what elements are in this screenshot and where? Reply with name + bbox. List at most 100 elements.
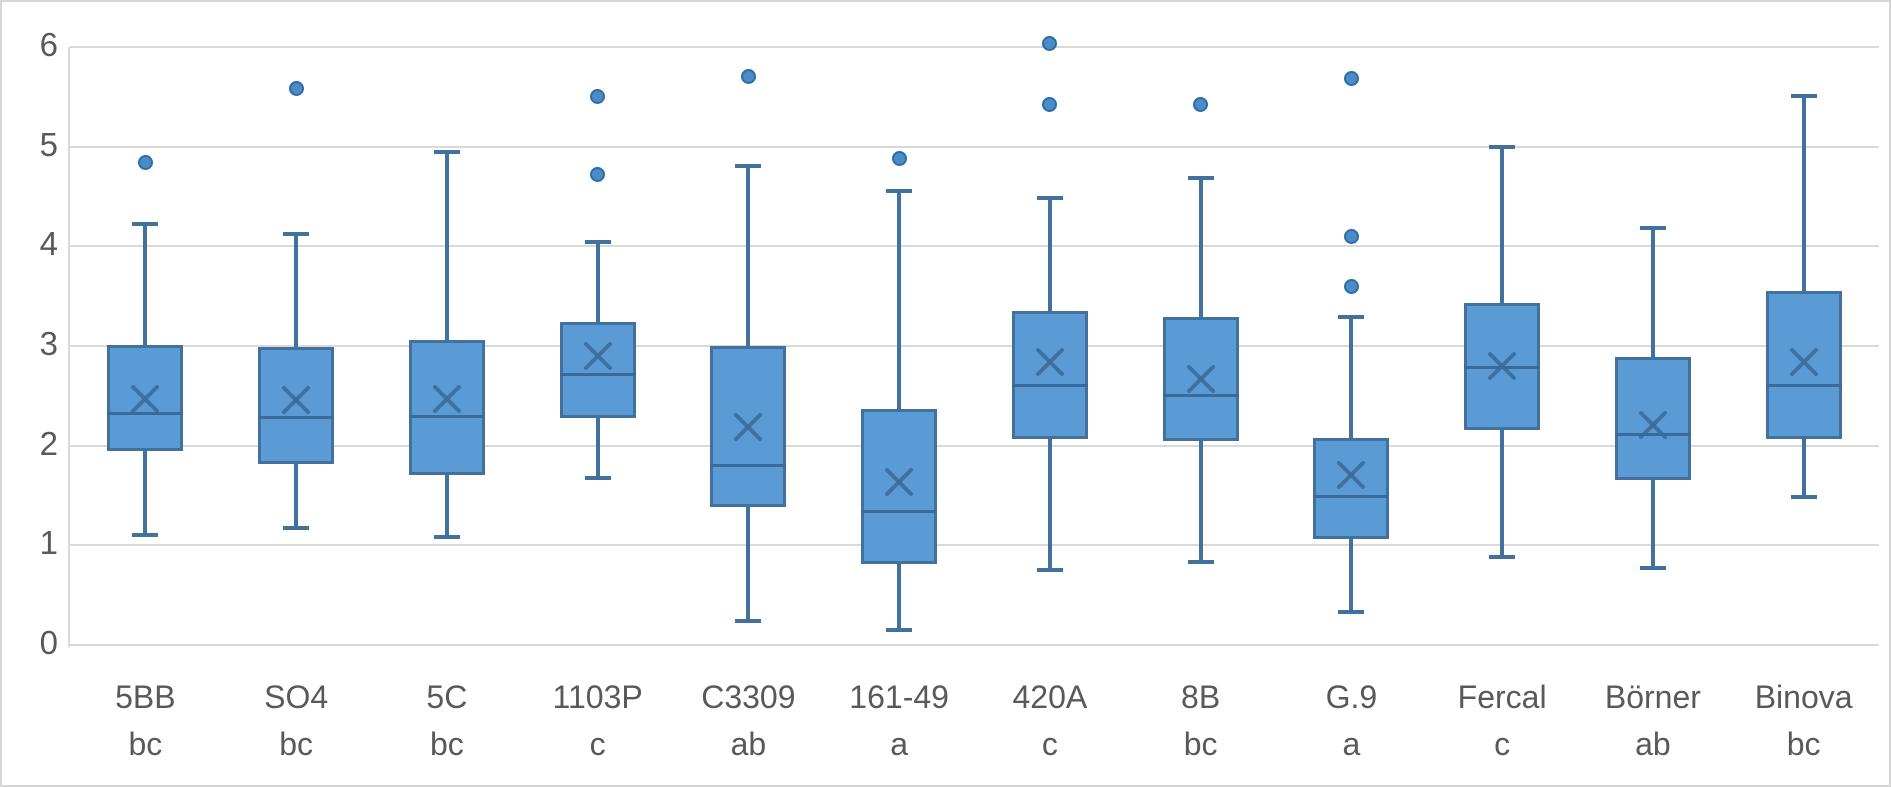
iqr-box-G.9[interactable] <box>1313 437 1390 540</box>
category-label-Binova: Binova bc <box>1728 674 1879 768</box>
upper-whisker-5BB[interactable] <box>143 224 148 345</box>
upper-whisker-cap-Börner[interactable] <box>1639 226 1666 231</box>
lower-whisker-cap-5BB[interactable] <box>132 533 159 538</box>
median-line-161-49[interactable] <box>861 509 938 513</box>
lower-whisker-5C[interactable] <box>444 474 449 538</box>
upper-whisker-cap-5BB[interactable] <box>132 222 159 227</box>
upper-whisker-cap-Fercal[interactable] <box>1489 144 1516 149</box>
outlier-point-G.9-0[interactable] <box>1343 71 1359 87</box>
upper-whisker-Börner[interactable] <box>1650 228 1655 357</box>
category-label-1103P: 1103P c <box>522 674 673 768</box>
median-line-5C[interactable] <box>408 415 485 419</box>
upper-whisker-cap-5C[interactable] <box>433 150 460 155</box>
upper-whisker-cap-420A[interactable] <box>1036 196 1063 201</box>
outlier-point-420A-0[interactable] <box>1042 36 1058 52</box>
gridline-y-2 <box>70 444 1879 447</box>
lower-whisker-SO4[interactable] <box>294 463 299 529</box>
median-line-420A[interactable] <box>1011 384 1088 388</box>
outlier-point-G.9-2[interactable] <box>1343 278 1359 294</box>
lower-whisker-cap-8B[interactable] <box>1187 560 1214 565</box>
median-line-8B[interactable] <box>1162 394 1239 398</box>
upper-whisker-161-49[interactable] <box>897 191 902 409</box>
category-name: Fercal <box>1457 679 1547 715</box>
upper-whisker-Binova[interactable] <box>1801 95 1806 292</box>
category-name: SO4 <box>264 679 329 715</box>
mean-x-marker-5BB[interactable] <box>126 380 164 418</box>
mean-x-marker-8B[interactable] <box>1182 360 1220 398</box>
lower-whisker-G.9[interactable] <box>1349 539 1354 613</box>
lower-whisker-5BB[interactable] <box>143 450 148 536</box>
upper-whisker-cap-SO4[interactable] <box>283 232 310 237</box>
outlier-point-1103P-0[interactable] <box>590 89 606 105</box>
lower-whisker-cap-SO4[interactable] <box>283 526 310 531</box>
category-name: 8B <box>1181 679 1221 715</box>
outlier-point-G.9-1[interactable] <box>1343 228 1359 244</box>
outlier-point-5BB-0[interactable] <box>137 154 153 170</box>
lower-whisker-Binova[interactable] <box>1801 438 1806 498</box>
category-label-SO4: SO4 bc <box>221 674 372 768</box>
lower-whisker-C3309[interactable] <box>746 507 751 622</box>
upper-whisker-cap-1103P[interactable] <box>584 240 611 245</box>
lower-whisker-Börner[interactable] <box>1650 480 1655 569</box>
lower-whisker-161-49[interactable] <box>897 564 902 631</box>
lower-whisker-cap-C3309[interactable] <box>735 619 762 624</box>
outlier-point-C3309-0[interactable] <box>740 69 756 85</box>
upper-whisker-420A[interactable] <box>1047 198 1052 311</box>
lower-whisker-cap-Binova[interactable] <box>1790 495 1817 500</box>
lower-whisker-cap-1103P[interactable] <box>584 475 611 480</box>
lower-whisker-cap-161-49[interactable] <box>886 628 913 633</box>
mean-x-marker-420A[interactable] <box>1031 343 1069 381</box>
lower-whisker-Fercal[interactable] <box>1500 429 1505 558</box>
category-label-8B: 8B bc <box>1125 674 1276 768</box>
mean-x-marker-1103P[interactable] <box>579 337 617 375</box>
upper-whisker-SO4[interactable] <box>294 234 299 347</box>
iqr-box-SO4[interactable] <box>258 346 335 464</box>
upper-whisker-cap-G.9[interactable] <box>1338 314 1365 319</box>
outlier-point-420A-1[interactable] <box>1042 97 1058 113</box>
iqr-box-161-49[interactable] <box>861 408 938 565</box>
iqr-box-Börner[interactable] <box>1614 356 1691 481</box>
mean-x-marker-5C[interactable] <box>428 380 466 418</box>
lower-whisker-cap-420A[interactable] <box>1036 568 1063 573</box>
outlier-point-161-49-0[interactable] <box>891 150 907 166</box>
median-line-5BB[interactable] <box>107 412 184 416</box>
upper-whisker-5C[interactable] <box>444 152 449 340</box>
median-line-Binova[interactable] <box>1765 384 1842 388</box>
upper-whisker-cap-Binova[interactable] <box>1790 93 1817 98</box>
outlier-point-1103P-1[interactable] <box>590 166 606 182</box>
category-label-161-49: 161-49 a <box>824 674 975 768</box>
upper-whisker-8B[interactable] <box>1198 178 1203 317</box>
mean-x-marker-G.9[interactable] <box>1332 456 1370 494</box>
upper-whisker-Fercal[interactable] <box>1500 146 1505 304</box>
median-line-Börner[interactable] <box>1614 433 1691 437</box>
iqr-box-1103P[interactable] <box>559 321 636 418</box>
category-significance-group: bc <box>429 726 464 762</box>
mean-x-marker-C3309[interactable] <box>729 408 767 446</box>
mean-x-marker-Binova[interactable] <box>1785 343 1823 381</box>
iqr-box-420A[interactable] <box>1011 311 1088 439</box>
lower-whisker-cap-Börner[interactable] <box>1639 566 1666 571</box>
lower-whisker-cap-5C[interactable] <box>433 535 460 540</box>
upper-whisker-cap-8B[interactable] <box>1187 176 1214 181</box>
mean-x-marker-Fercal[interactable] <box>1483 347 1521 385</box>
median-line-SO4[interactable] <box>258 416 335 420</box>
lower-whisker-1103P[interactable] <box>595 417 600 478</box>
lower-whisker-8B[interactable] <box>1198 440 1203 563</box>
upper-whisker-cap-C3309[interactable] <box>735 164 762 169</box>
outlier-point-SO4-0[interactable] <box>288 81 304 97</box>
mean-x-marker-Börner[interactable] <box>1634 406 1672 444</box>
upper-whisker-C3309[interactable] <box>746 166 751 346</box>
mean-x-marker-161-49[interactable] <box>880 463 918 501</box>
upper-whisker-cap-161-49[interactable] <box>886 189 913 194</box>
median-line-1103P[interactable] <box>559 373 636 377</box>
median-line-G.9[interactable] <box>1313 494 1390 498</box>
lower-whisker-cap-G.9[interactable] <box>1338 610 1365 615</box>
lower-whisker-cap-Fercal[interactable] <box>1489 555 1516 560</box>
upper-whisker-1103P[interactable] <box>595 242 600 322</box>
mean-x-marker-SO4[interactable] <box>277 381 315 419</box>
iqr-box-5C[interactable] <box>408 339 485 475</box>
outlier-point-8B-0[interactable] <box>1193 97 1209 113</box>
median-line-C3309[interactable] <box>710 464 787 468</box>
upper-whisker-G.9[interactable] <box>1349 316 1354 438</box>
lower-whisker-420A[interactable] <box>1047 438 1052 571</box>
